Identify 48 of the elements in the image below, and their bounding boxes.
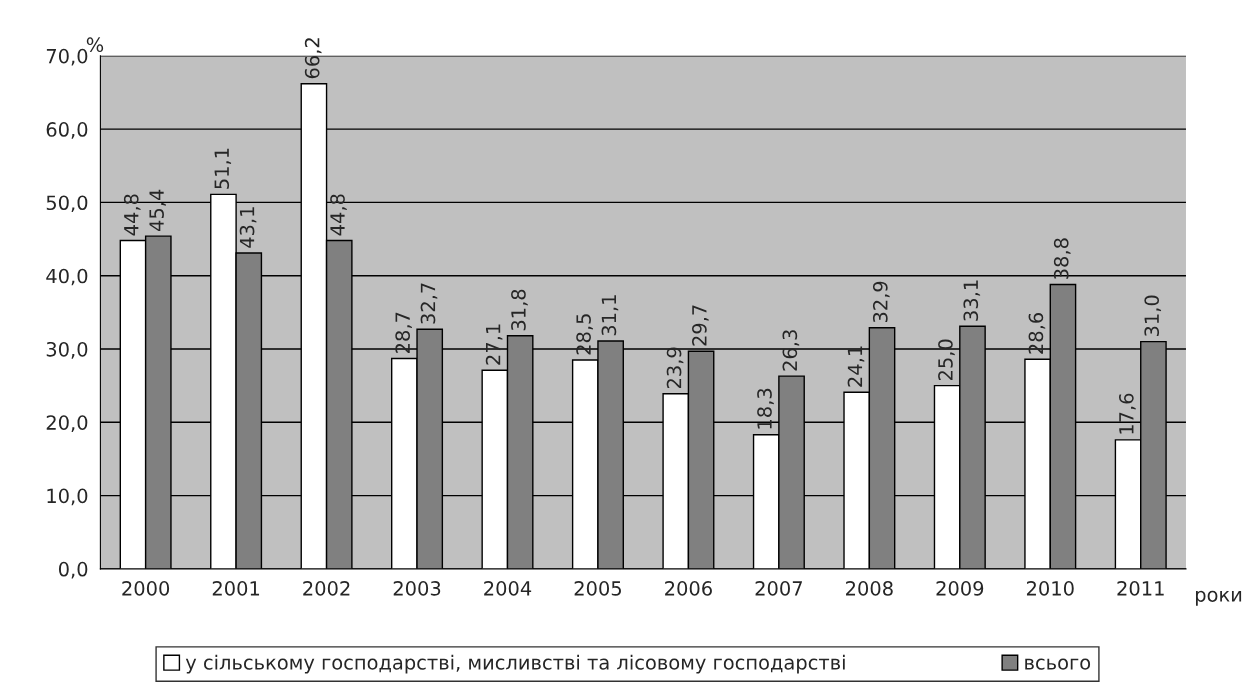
- data-label: 32,9: [872, 281, 890, 323]
- data-label: 17,6: [1119, 393, 1136, 434]
- data-label: 25,0: [938, 339, 955, 381]
- x-tick-label: 2005: [574, 581, 621, 596]
- x-tick-label: 2006: [665, 581, 712, 596]
- data-label: 51,1: [214, 148, 232, 189]
- x-tick-label: 2007: [755, 581, 802, 596]
- y-axis-title: %: [86, 37, 104, 53]
- x-tick-label: 2008: [846, 581, 893, 596]
- x-tick-label: 2002: [303, 581, 350, 596]
- data-label: 23,9: [666, 347, 684, 389]
- x-tick-label: 2000: [122, 581, 170, 596]
- data-label: 28,5: [576, 314, 593, 355]
- x-axis-title: роки: [1196, 590, 1242, 606]
- data-label: 31,0: [1144, 295, 1162, 337]
- x-tick-label: 2004: [484, 581, 532, 596]
- data-label: 28,6: [1028, 313, 1046, 354]
- y-tick-label: 60,0: [46, 122, 88, 139]
- y-tick-label: 20,0: [46, 415, 88, 432]
- data-label: 27,1: [485, 324, 503, 365]
- x-tick-label: 2001: [212, 581, 260, 596]
- data-label: 31,1: [601, 295, 619, 336]
- data-label: 29,7: [692, 305, 709, 346]
- y-tick-label: 0,0: [58, 561, 88, 579]
- legend-label: всього: [1025, 658, 1091, 670]
- data-label: 43,1: [239, 207, 257, 248]
- data-label: 38,8: [1053, 238, 1071, 279]
- data-label: 33,1: [963, 280, 981, 321]
- x-tick-label: 2011: [1117, 581, 1164, 596]
- y-tick-label: 30,0: [46, 341, 88, 359]
- x-tick-label: 2009: [936, 581, 984, 596]
- y-tick-label: 40,0: [46, 268, 88, 286]
- y-tick-label: 70,0: [46, 48, 88, 66]
- legend-label: у сільському господарстві, мисливстві та лісовому господарстві: [185, 654, 845, 674]
- data-label: 24,1: [847, 346, 865, 387]
- data-label: 44,8: [123, 194, 141, 236]
- data-label: 44,8: [330, 194, 347, 236]
- data-label: 18,3: [757, 388, 774, 429]
- data-label: 45,4: [149, 189, 166, 232]
- x-tick-label: 2003: [393, 581, 441, 596]
- y-tick-label: 50,0: [46, 195, 88, 213]
- data-label: 66,2: [304, 38, 322, 79]
- data-label: 31,8: [511, 289, 528, 331]
- y-tick-label: 10,0: [47, 488, 88, 506]
- data-label: 26,3: [782, 330, 800, 371]
- data-label: 28,7: [395, 312, 412, 353]
- data-label: 32,7: [420, 283, 438, 324]
- x-tick-label: 2010: [1026, 581, 1074, 596]
